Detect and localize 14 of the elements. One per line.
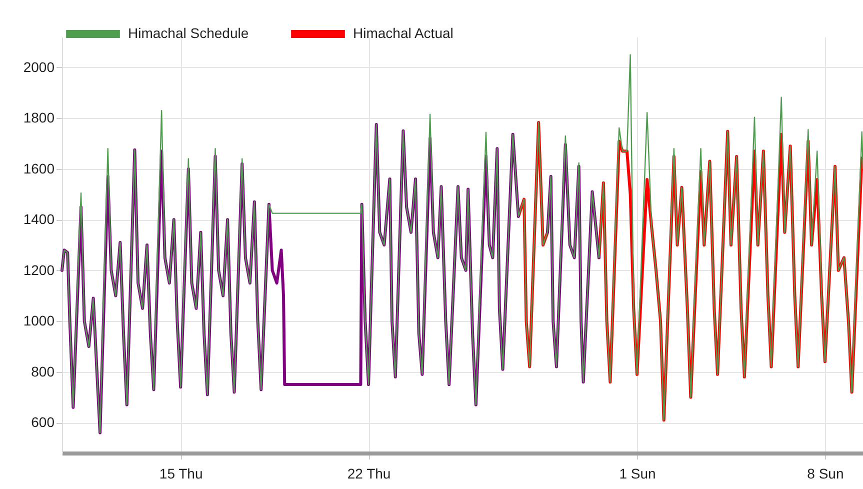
x-tick-label: 15 Thu bbox=[159, 466, 203, 482]
legend-label: Himachal Schedule bbox=[128, 25, 249, 41]
x-tick-label: 8 Sun bbox=[807, 466, 844, 482]
y-tick-label: 2000 bbox=[23, 58, 55, 75]
y-tick-label: 1200 bbox=[23, 262, 55, 278]
y-tick-label: 600 bbox=[31, 414, 55, 430]
y-tick-label: 1800 bbox=[23, 110, 55, 126]
y-tick-label: 800 bbox=[31, 363, 55, 380]
y-tick-label: 1600 bbox=[23, 160, 55, 176]
legend-label: Himachal Actual bbox=[353, 25, 454, 41]
y-tick-label: 1400 bbox=[23, 211, 55, 228]
x-tick-label: 1 Sun bbox=[619, 466, 656, 482]
x-tick-label: 22 Thu bbox=[347, 466, 391, 482]
y-tick-label: 1000 bbox=[23, 312, 55, 329]
